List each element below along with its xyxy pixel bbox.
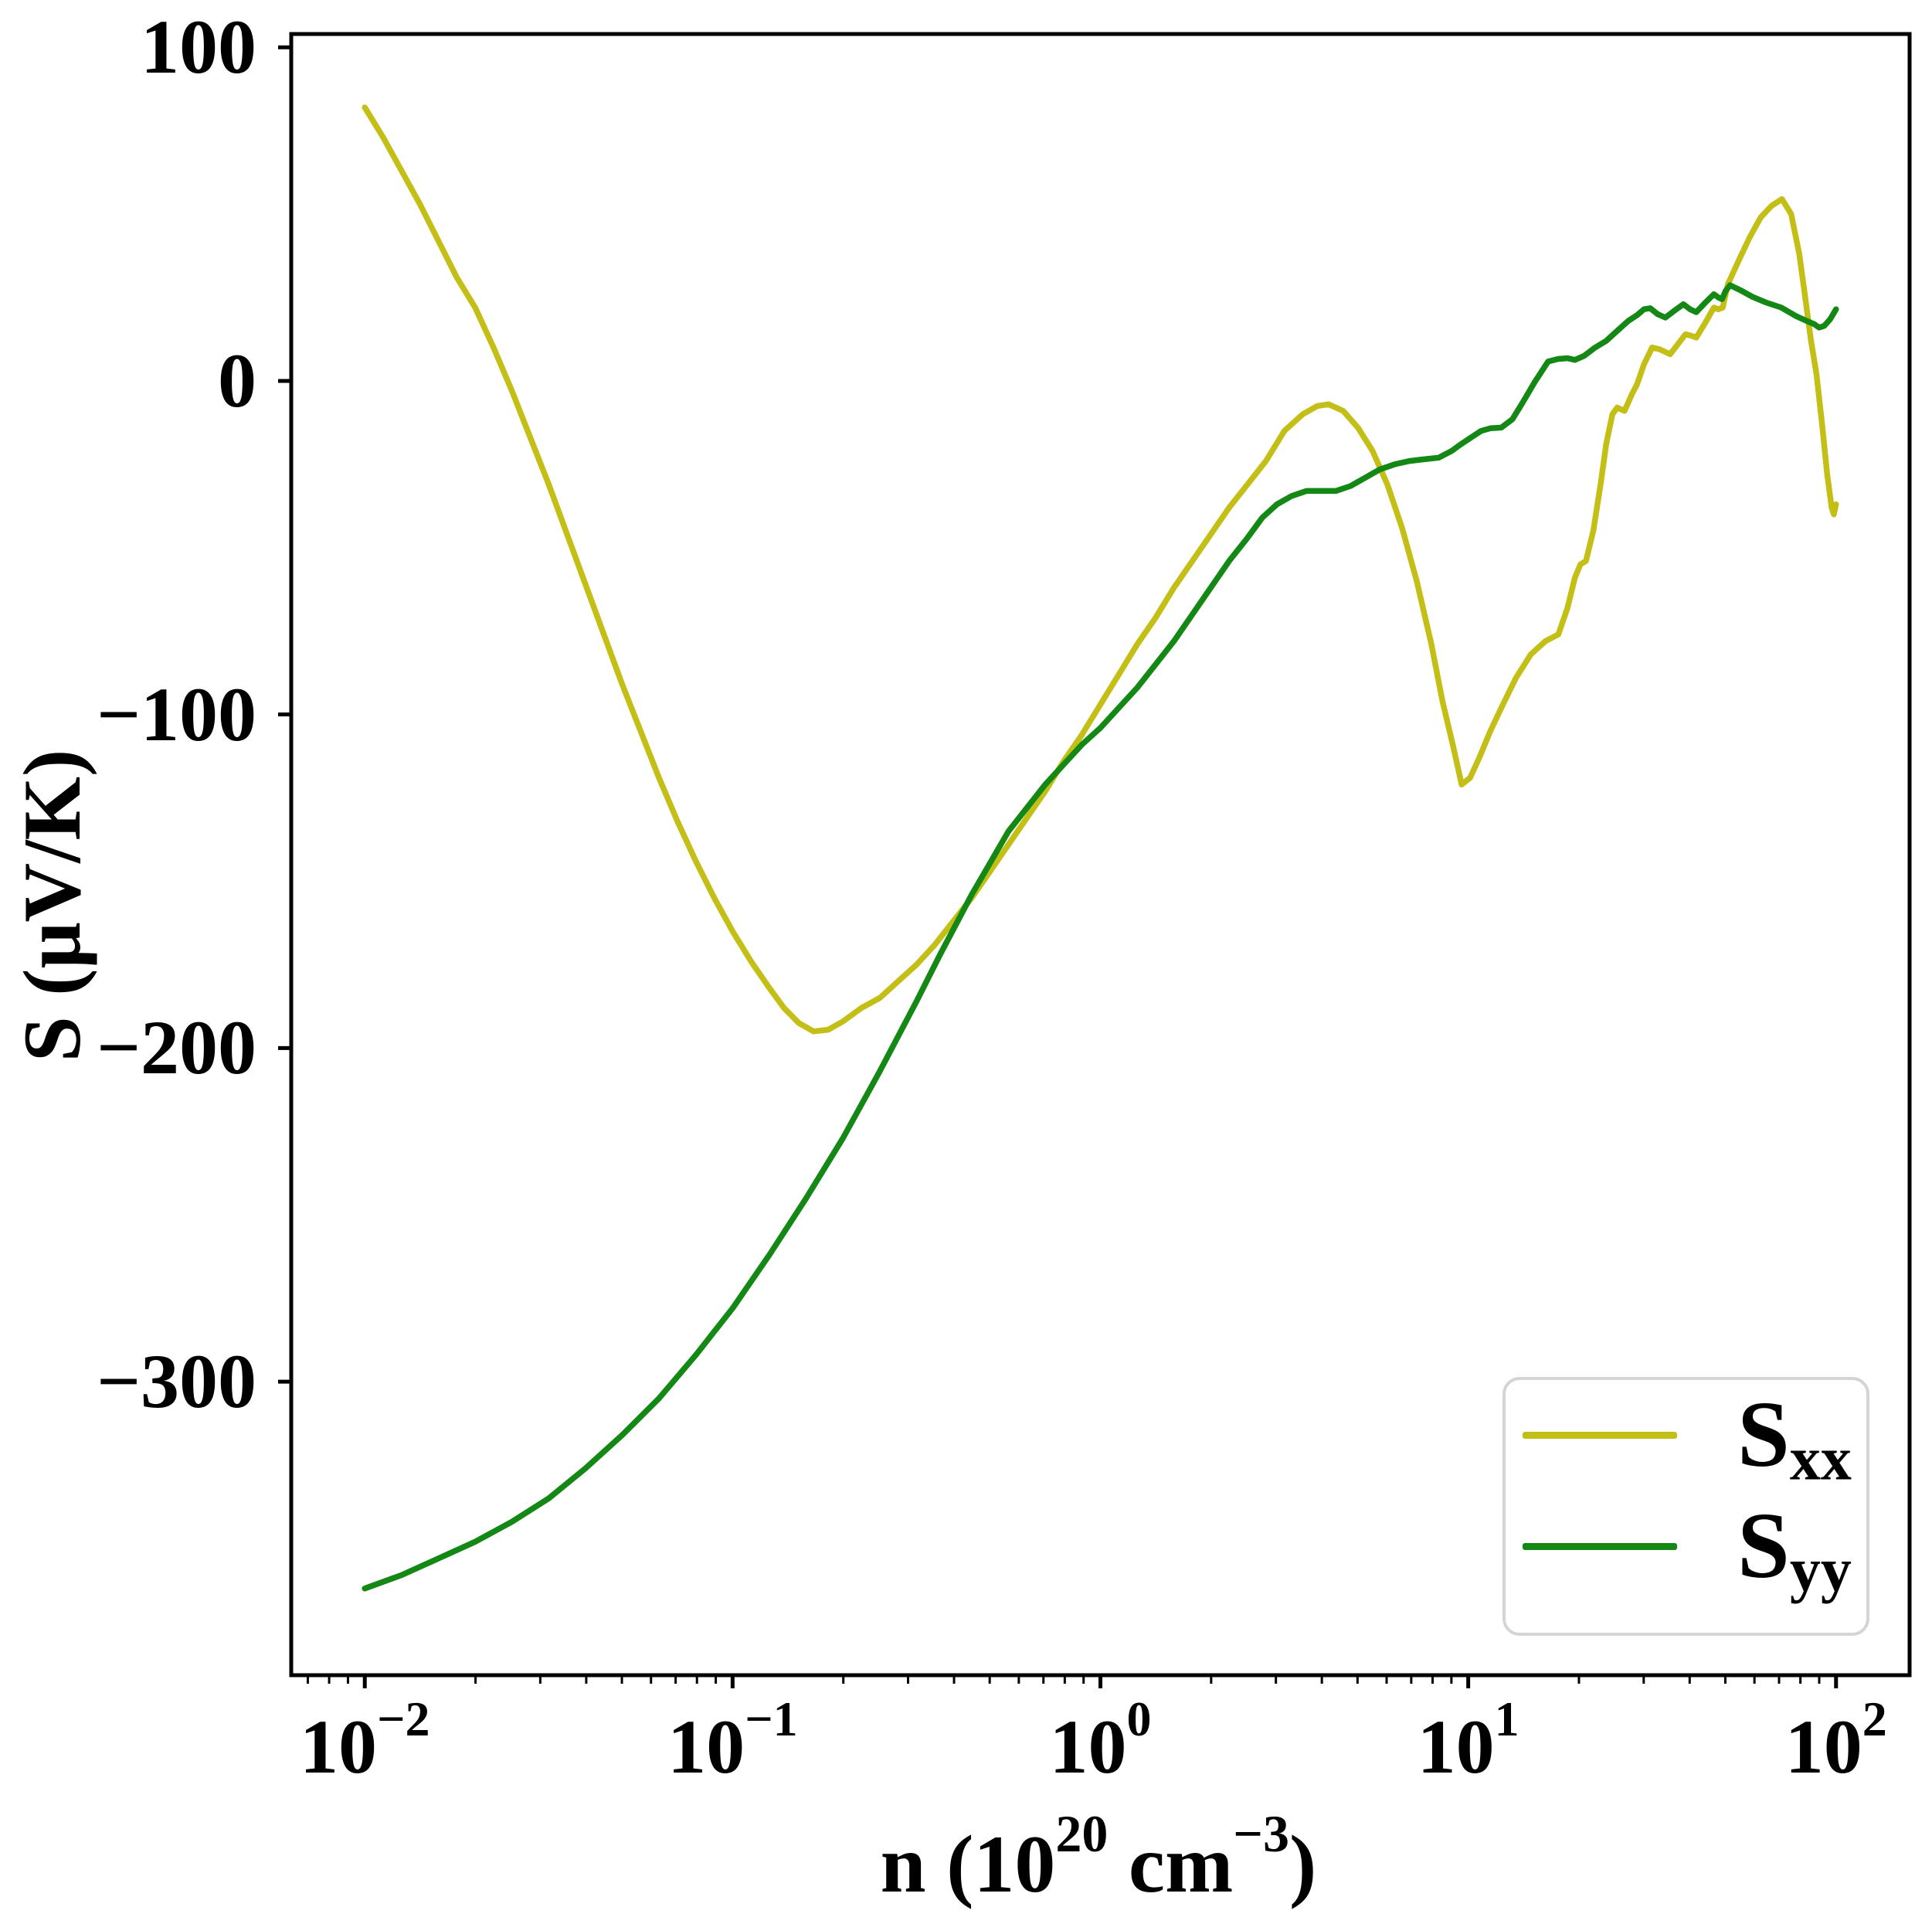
legend-label-sxx-sub: xx xyxy=(1789,1425,1852,1494)
x-tick-label: 10−2 xyxy=(299,1691,430,1799)
x-tick-label: 100 xyxy=(1049,1691,1152,1799)
legend-entry-sxx: Sxx xyxy=(1523,1388,1852,1491)
x-tick-exponent: −2 xyxy=(376,1691,430,1746)
x-axis-label-text: n (10 xyxy=(880,1819,1056,1909)
x-tick-base: 10 xyxy=(667,1704,745,1790)
legend-entry-syy: Syy xyxy=(1523,1499,1852,1602)
legend-label-sxx: Sxx xyxy=(1737,1388,1852,1491)
legend-label-syy: Syy xyxy=(1737,1499,1852,1602)
x-axis-label-exponent-minus3: −3 xyxy=(1233,1804,1290,1863)
syy-curve xyxy=(362,282,1839,1592)
x-axis-label: n (1020 cm−3) xyxy=(880,1804,1317,1912)
legend-label-syy-main: S xyxy=(1737,1494,1790,1598)
x-tick-exponent: −1 xyxy=(745,1691,798,1746)
x-tick-label: 101 xyxy=(1417,1691,1519,1799)
x-tick-base: 10 xyxy=(1784,1704,1862,1790)
x-axis-label-exponent-20: 20 xyxy=(1055,1804,1109,1863)
y-tick-label: 0 xyxy=(218,337,256,423)
y-tick-label: 100 xyxy=(141,4,256,90)
y-tick-label: −100 xyxy=(97,671,256,757)
sxx-curve xyxy=(362,104,1839,1035)
legend-line-sxx-swatch xyxy=(1523,1431,1677,1439)
legend: Sxx Syy xyxy=(1502,1377,1869,1636)
y-tick-label: −200 xyxy=(97,1004,256,1091)
x-tick-label: 10−1 xyxy=(667,1691,797,1799)
x-tick-exponent: 1 xyxy=(1494,1691,1519,1746)
x-axis-label-unit: cm xyxy=(1108,1819,1234,1909)
legend-label-sxx-main: S xyxy=(1737,1382,1790,1487)
x-tick-exponent: 0 xyxy=(1126,1691,1152,1746)
x-tick-base: 10 xyxy=(1417,1704,1495,1790)
y-tick-label: −300 xyxy=(97,1338,256,1425)
x-tick-base: 10 xyxy=(299,1704,377,1790)
x-axis-label-close-paren: ) xyxy=(1289,1819,1317,1909)
x-tick-base: 10 xyxy=(1049,1704,1127,1790)
x-tick-label: 102 xyxy=(1784,1691,1887,1799)
x-tick-exponent: 2 xyxy=(1862,1691,1887,1746)
legend-label-syy-sub: yy xyxy=(1789,1536,1852,1605)
legend-line-syy-swatch xyxy=(1523,1542,1677,1550)
